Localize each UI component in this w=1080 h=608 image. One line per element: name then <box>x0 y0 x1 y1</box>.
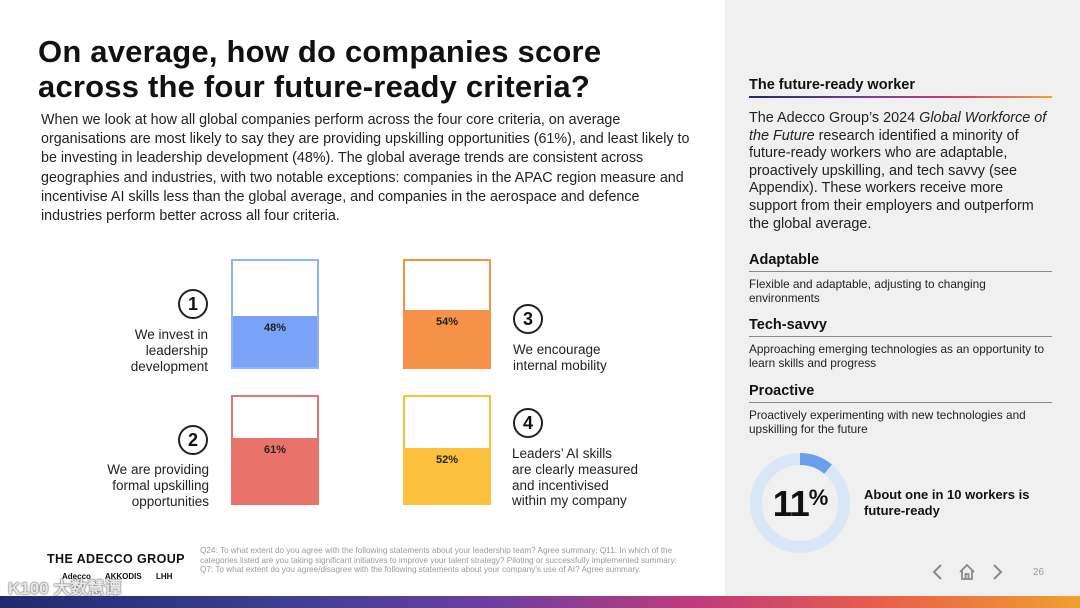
brand-logo: THE ADECCO GROUP <box>47 552 185 566</box>
bar-value-label: 48% <box>263 322 287 334</box>
criterion-4-label-line: Leaders’ AI skills <box>512 446 613 461</box>
criterion-1-number: 1 <box>178 289 208 319</box>
criterion-4-label-line: and incentivised <box>512 477 609 493</box>
next-page-button[interactable] <box>987 562 1007 582</box>
sub-brand-logo: LHH <box>155 572 173 581</box>
bar-internal-mobility: 54% <box>403 259 491 369</box>
stat-value: 11% <box>748 483 852 525</box>
sidebar-body-text: research identified a minority of future… <box>749 127 1034 232</box>
donut-chart <box>750 453 850 553</box>
stat-number: 11 <box>772 483 810 524</box>
criterion-3-label-line: We encourage <box>513 342 601 357</box>
chevron-right-icon <box>993 564 1003 580</box>
criterion-1-label: We invest in leadership development <box>88 327 208 374</box>
criterion-4-label-line: within my company <box>512 493 627 509</box>
criterion-1-label-line: leadership <box>145 342 208 358</box>
bar-fill <box>405 310 489 367</box>
watermark: K100 大数慧谭 <box>8 579 122 598</box>
criterion-2-label: We are providing formal upskilling oppor… <box>74 462 209 509</box>
trait-title-proactive: Proactive <box>749 383 815 399</box>
gradient-divider <box>749 96 1052 98</box>
donut-segment <box>750 453 850 553</box>
sub-brand-logo: Adecco <box>62 572 91 581</box>
criterion-4-label-line: are clearly measured <box>512 461 639 477</box>
criterion-4-label: Leaders’ AI skills are clearly measured … <box>512 446 682 509</box>
right-panel <box>725 0 1080 596</box>
bar-upskilling-opportunities: 61% <box>231 395 319 505</box>
criterion-2-label-line: formal upskilling <box>112 477 209 493</box>
criterion-1-label-line: We invest in <box>134 327 208 342</box>
criterion-1-label-line: development <box>130 358 208 374</box>
trait-title-tech-savvy: Tech-savvy <box>749 317 827 333</box>
bar-value-label: 54% <box>435 316 459 328</box>
bar-value-label: 61% <box>263 444 287 456</box>
bar-value-label: 52% <box>435 454 459 466</box>
divider <box>749 336 1052 337</box>
page-title: On average, how do companies score acros… <box>38 34 602 104</box>
sidebar-body: The Adecco Group’s 2024 Global Workforce… <box>749 110 1052 233</box>
trait-desc-adaptable: Flexible and adaptable, adjusting to cha… <box>749 277 986 306</box>
trait-title-adaptable: Adaptable <box>749 252 820 268</box>
divider <box>749 271 1052 272</box>
criterion-3-number: 3 <box>513 304 543 334</box>
footnote: Q24: To what extent do you agree with th… <box>200 546 677 575</box>
criterion-4-number: 4 <box>513 408 543 438</box>
page-number: 26 <box>1033 567 1045 578</box>
criterion-3-label: We encourage internal mobility <box>513 342 673 374</box>
sub-brand-logos: Adecco AKKODIS LHH <box>62 572 184 581</box>
prev-page-button[interactable] <box>928 562 948 582</box>
home-button[interactable] <box>957 562 977 582</box>
bar-fill <box>233 438 317 503</box>
sub-brand-logo: AKKODIS <box>104 572 142 581</box>
criterion-3-label-line: internal mobility <box>513 357 607 373</box>
trait-desc-tech-savvy: Approaching emerging technologies as an … <box>749 342 1045 371</box>
stat-caption: About one in 10 workers is future-ready <box>864 487 1030 518</box>
bar-fill <box>405 448 489 503</box>
criterion-2-number: 2 <box>178 425 208 455</box>
divider <box>749 402 1052 403</box>
intro-paragraph: When we look at how all global companies… <box>41 112 690 225</box>
chevron-left-icon <box>932 564 942 580</box>
report-title: Global Workforce of the Future <box>749 110 1047 144</box>
criterion-2-label-line: We are providing <box>107 462 209 477</box>
trait-desc-proactive: Proactively experimenting with new techn… <box>749 408 1026 437</box>
bar-leadership-development: 48% <box>231 259 319 369</box>
criterion-2-label-line: opportunities <box>131 493 209 509</box>
gradient-footer-bar <box>0 596 1080 608</box>
stat-unit: % <box>808 485 829 510</box>
sidebar-heading: The future-ready worker <box>749 77 915 93</box>
sidebar-body-text: The Adecco Group’s 2024 <box>749 110 920 126</box>
bar-fill <box>233 316 317 367</box>
home-icon <box>959 563 975 580</box>
bar-ai-skills: 52% <box>403 395 491 505</box>
